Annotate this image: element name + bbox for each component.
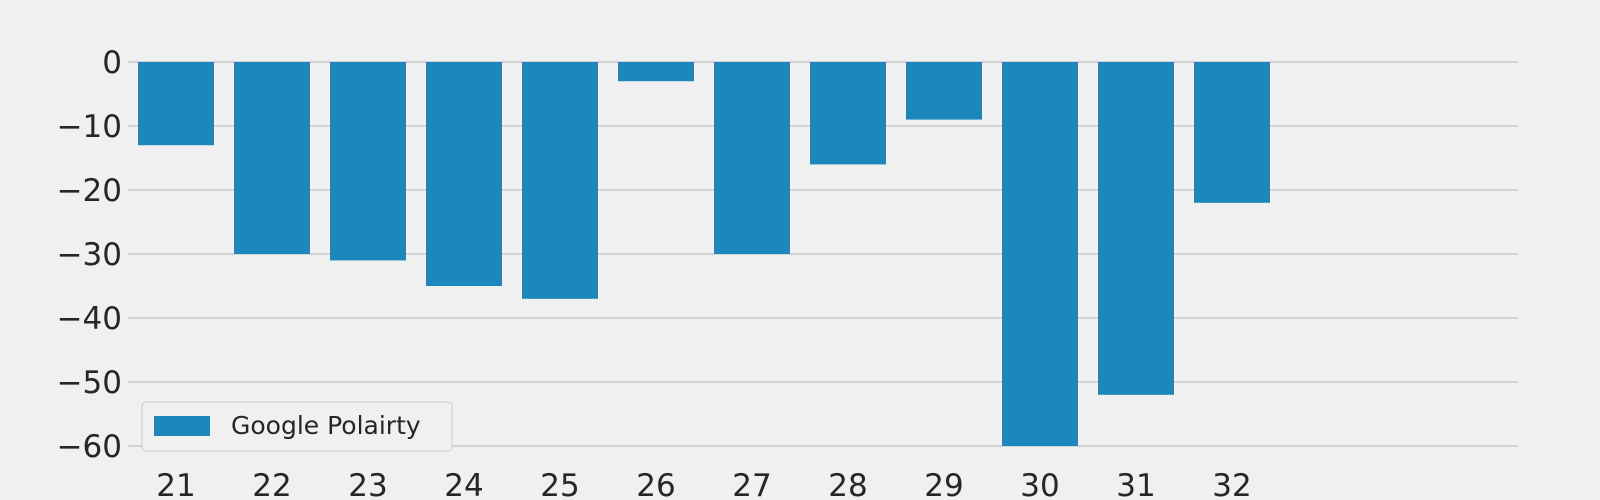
bar-23 [330, 62, 406, 261]
bar-27 [714, 62, 790, 254]
x-tick-label: 27 [732, 468, 771, 500]
legend-swatch [154, 416, 210, 436]
x-tick-label: 29 [924, 468, 963, 500]
x-tick-label: 24 [444, 468, 483, 500]
x-tick-label: 26 [636, 468, 675, 500]
bar-21 [138, 62, 214, 146]
x-tick-label: 31 [1116, 468, 1155, 500]
x-tick-label: 30 [1020, 468, 1059, 500]
bar-22 [234, 62, 310, 254]
x-axis-tick-labels: 21 22 23 24 25 26 27 28 29 30 31 32 [156, 468, 1251, 500]
bar-28 [810, 62, 886, 165]
bar-30 [1002, 62, 1078, 446]
bar-26 [618, 62, 694, 82]
x-tick-label: 22 [252, 468, 291, 500]
y-axis-tick-labels: 0 −10 −20 −30 −40 −50 −60 [57, 45, 122, 465]
y-tick-label: −10 [57, 109, 122, 145]
x-tick-label: 28 [828, 468, 867, 500]
bar-25 [522, 62, 598, 299]
y-tick-label: 0 [102, 45, 122, 81]
legend: Google Polairty [141, 401, 453, 452]
x-tick-label: 25 [540, 468, 579, 500]
y-tick-label: −40 [57, 301, 122, 337]
bars [138, 62, 1270, 446]
y-tick-label: −60 [57, 429, 122, 465]
bar-32 [1194, 62, 1270, 203]
x-tick-label: 32 [1212, 468, 1251, 500]
bar-29 [906, 62, 982, 120]
bar-24 [426, 62, 502, 286]
y-tick-label: −30 [57, 237, 122, 273]
bar-31 [1098, 62, 1174, 395]
x-tick-label: 23 [348, 468, 387, 500]
legend-label: Google Polairty [231, 411, 421, 440]
y-tick-label: −20 [57, 173, 122, 209]
legend-box [141, 401, 453, 452]
x-tick-label: 21 [156, 468, 195, 500]
y-tick-label: −50 [57, 365, 122, 401]
